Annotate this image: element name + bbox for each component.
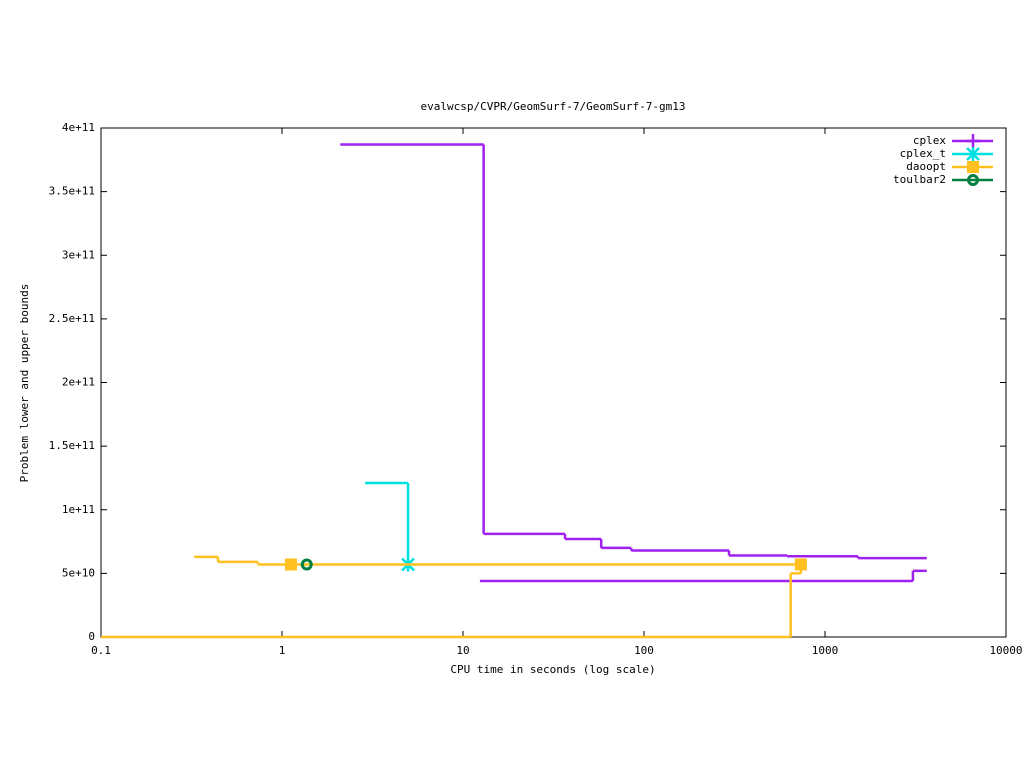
y-tick-label: 2e+11 bbox=[62, 376, 95, 389]
legend-label: cplex bbox=[913, 134, 946, 147]
x-tick-label: 10 bbox=[456, 644, 469, 657]
x-tick-label: 10000 bbox=[989, 644, 1022, 657]
y-axis-label: Problem lower and upper bounds bbox=[18, 284, 31, 483]
legend-label: toulbar2 bbox=[893, 173, 946, 186]
legend-marker bbox=[966, 134, 980, 148]
marker bbox=[284, 558, 297, 571]
y-tick-label: 5e+10 bbox=[62, 566, 95, 579]
legend-marker bbox=[967, 161, 979, 173]
x-axis-label: CPU time in seconds (log scale) bbox=[450, 663, 655, 676]
x-tick-label: 100 bbox=[634, 644, 654, 657]
y-tick-label: 2.5e+11 bbox=[49, 312, 95, 325]
x-tick-label: 1000 bbox=[812, 644, 839, 657]
y-tick-label: 4e+11 bbox=[62, 121, 95, 134]
legend-marker bbox=[966, 147, 980, 161]
x-tick-label: 0.1 bbox=[91, 644, 111, 657]
marker bbox=[794, 558, 807, 571]
y-tick-label: 3e+11 bbox=[62, 248, 95, 261]
x-tick-label: 1 bbox=[279, 644, 286, 657]
y-tick-label: 1e+11 bbox=[62, 503, 95, 516]
y-tick-label: 0 bbox=[88, 630, 95, 643]
legend-label: cplex_t bbox=[900, 147, 946, 160]
marker bbox=[300, 558, 313, 571]
legend-marker bbox=[967, 174, 979, 186]
chart-title: evalwcsp/CVPR/GeomSurf-7/GeomSurf-7-gm13 bbox=[421, 100, 686, 113]
y-tick-label: 3.5e+11 bbox=[49, 185, 95, 198]
legend-label: daoopt bbox=[906, 160, 946, 173]
y-tick-label: 1.5e+11 bbox=[49, 439, 95, 452]
